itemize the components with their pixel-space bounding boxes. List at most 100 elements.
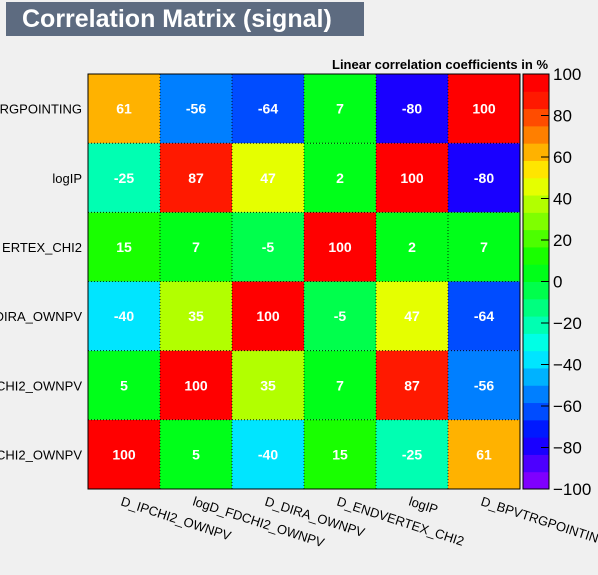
colorbar-segment — [523, 264, 549, 282]
heatmap-cell — [448, 281, 520, 351]
heatmap-cell — [448, 74, 520, 144]
heatmap-cell — [232, 212, 304, 282]
cell-value-label: 7 — [192, 239, 200, 255]
heatmap-cell — [160, 281, 232, 351]
cell-value-label: -56 — [186, 101, 206, 117]
x-tick-label: logIP — [407, 494, 440, 517]
heatmap-cell — [448, 350, 520, 420]
colorbar-segment — [523, 350, 549, 369]
chart-title: Correlation Matrix (signal) — [6, 2, 364, 36]
y-tick-label: RGPOINTING — [0, 102, 82, 117]
colorbar-segment — [523, 367, 549, 386]
cell-value-label: 61 — [476, 446, 492, 462]
cell-value-label: -40 — [258, 446, 278, 462]
colorbar-tick-label: −100 — [553, 480, 591, 499]
heatmap-cell — [160, 350, 232, 420]
cell-value-label: 5 — [120, 377, 128, 393]
cell-value-label: 15 — [116, 239, 132, 255]
colorbar-tick-label: 100 — [553, 65, 581, 84]
colorbar-segment — [523, 229, 549, 248]
colorbar-tick-label: 40 — [553, 190, 572, 209]
heatmap-cell — [232, 350, 304, 420]
heatmap-cell — [448, 143, 520, 213]
colorbar-tick-label: −80 — [553, 439, 582, 458]
colorbar-segment — [523, 454, 549, 473]
colorbar-segment — [523, 177, 549, 196]
cell-value-label: 100 — [400, 170, 424, 186]
cell-value-label: -80 — [402, 101, 422, 117]
heatmap-cell — [304, 143, 376, 213]
colorbar-segment — [523, 160, 549, 179]
heatmap-cell — [160, 212, 232, 282]
heatmap-grid — [88, 74, 520, 489]
heatmap-cell — [376, 74, 448, 144]
heatmap-cell — [160, 74, 232, 144]
y-axis-labels: CHI2_OWNPV CHI2_OWNPV DIRA_OWNPV ERTEX_CHI2… — [0, 102, 82, 463]
colorbar-segment — [523, 143, 549, 161]
colorbar-segment — [523, 419, 549, 438]
heatmap-cell — [304, 212, 376, 282]
colorbar-segment — [523, 385, 549, 404]
cell-value-label: 100 — [472, 101, 496, 117]
colorbar-segment — [523, 316, 549, 334]
heatmap-cells: 100 5 -40 15 -25 61 5 100 35 7 87 -56 -40 35 100 -5 47 -6… — [88, 74, 520, 489]
y-tick-label: CHI2_OWNPV — [0, 447, 82, 462]
cell-value-label: 100 — [328, 239, 352, 255]
cell-value-label: -25 — [402, 446, 422, 462]
heatmap-cell — [232, 281, 304, 351]
heatmap-cell — [88, 74, 160, 144]
y-tick-label: CHI2_OWNPV — [0, 378, 82, 393]
cell-value-label: 2 — [408, 239, 416, 255]
heatmap-cell — [88, 419, 160, 489]
cell-value-label: -64 — [474, 308, 494, 324]
cell-value-label: -25 — [114, 170, 134, 186]
cell-value-label: 47 — [404, 308, 420, 324]
cell-value-label: -5 — [334, 308, 347, 324]
heatmap-cell — [232, 143, 304, 213]
heatmap-cell — [160, 143, 232, 213]
colorbar-tick-label: −60 — [553, 397, 582, 416]
colorbar: 100 80 60 40 20 0 −20 −40 −60 −80 −100 — [522, 65, 591, 499]
cell-value-label: 7 — [336, 377, 344, 393]
heatmap-cell — [376, 350, 448, 420]
colorbar-tick-label: 20 — [553, 231, 572, 250]
heatmap-cell — [88, 143, 160, 213]
colorbar-segment — [523, 437, 549, 455]
cell-value-label: -64 — [258, 101, 278, 117]
cell-value-label: 47 — [260, 170, 276, 186]
y-tick-label: logIP — [52, 171, 82, 186]
colorbar-segment — [523, 471, 549, 490]
heatmap-cell — [232, 74, 304, 144]
heatmap-cell — [304, 74, 376, 144]
colorbar-segment — [523, 402, 549, 421]
cell-value-label: 7 — [480, 239, 488, 255]
y-tick-label: DIRA_OWNPV — [0, 309, 82, 324]
heatmap-cell — [448, 419, 520, 489]
plot-frame — [87, 73, 521, 490]
heatmap-cell — [376, 212, 448, 282]
cell-value-label: -40 — [114, 308, 134, 324]
colorbar-tick-label: −20 — [553, 314, 582, 333]
colorbar-segment — [523, 195, 549, 213]
cell-value-label: 7 — [336, 101, 344, 117]
colorbar-segment — [523, 91, 549, 110]
chart-subtitle: Linear correlation coefficients in % — [332, 57, 548, 72]
cell-value-label: -5 — [262, 239, 275, 255]
heatmap-cell — [160, 419, 232, 489]
colorbar-segment — [523, 298, 549, 317]
heatmap-cell — [232, 419, 304, 489]
colorbar-segment — [523, 108, 549, 127]
heatmap-cell — [88, 350, 160, 420]
colorbar-segment — [523, 246, 549, 265]
cell-value-label: 61 — [116, 101, 132, 117]
heatmap-cell — [304, 350, 376, 420]
heatmap-cell — [376, 281, 448, 351]
heatmap-cell — [304, 281, 376, 351]
colorbar-segment — [523, 212, 549, 231]
heatmap-cell — [304, 419, 376, 489]
heatmap-cell — [88, 281, 160, 351]
colorbar-segment — [523, 125, 549, 144]
cell-value-label: 35 — [260, 377, 276, 393]
cell-value-label: 15 — [332, 446, 348, 462]
